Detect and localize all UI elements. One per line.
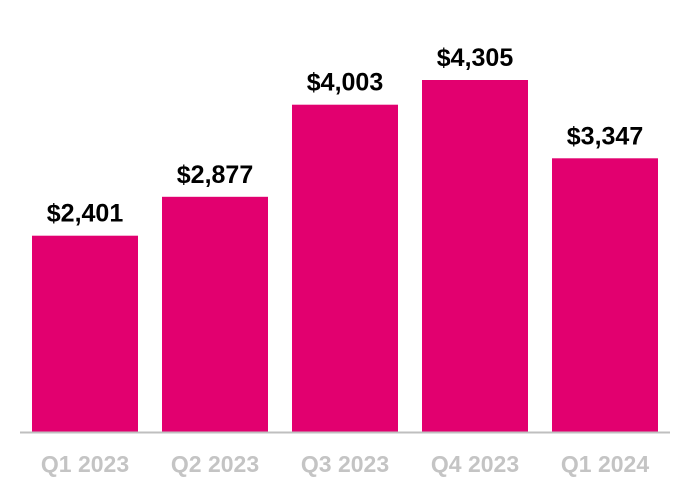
category-label-0: Q1 2023 <box>41 451 129 477</box>
bar-1 <box>162 196 268 432</box>
bars-group <box>32 80 658 433</box>
category-label-2: Q3 2023 <box>301 451 389 477</box>
value-label-3: $4,305 <box>437 44 514 72</box>
value-label-0: $2,401 <box>47 200 124 228</box>
bar-0 <box>32 235 138 432</box>
category-label-4: Q1 2024 <box>561 451 649 477</box>
category-label-1: Q2 2023 <box>171 451 259 477</box>
value-label-4: $3,347 <box>567 122 643 150</box>
value-label-2: $4,003 <box>307 69 383 97</box>
category-label-3: Q4 2023 <box>431 451 519 477</box>
value-label-1: $2,877 <box>177 161 253 189</box>
bar-3 <box>422 80 528 432</box>
value-labels-group: $2,401 $2,877 $4,003 $4,305 $3,347 <box>47 44 643 228</box>
bar-4 <box>552 158 658 433</box>
category-labels-group: Q1 2023 Q2 2023 Q3 2023 Q4 2023 Q1 2024 <box>41 451 649 477</box>
bar-2 <box>292 104 398 432</box>
